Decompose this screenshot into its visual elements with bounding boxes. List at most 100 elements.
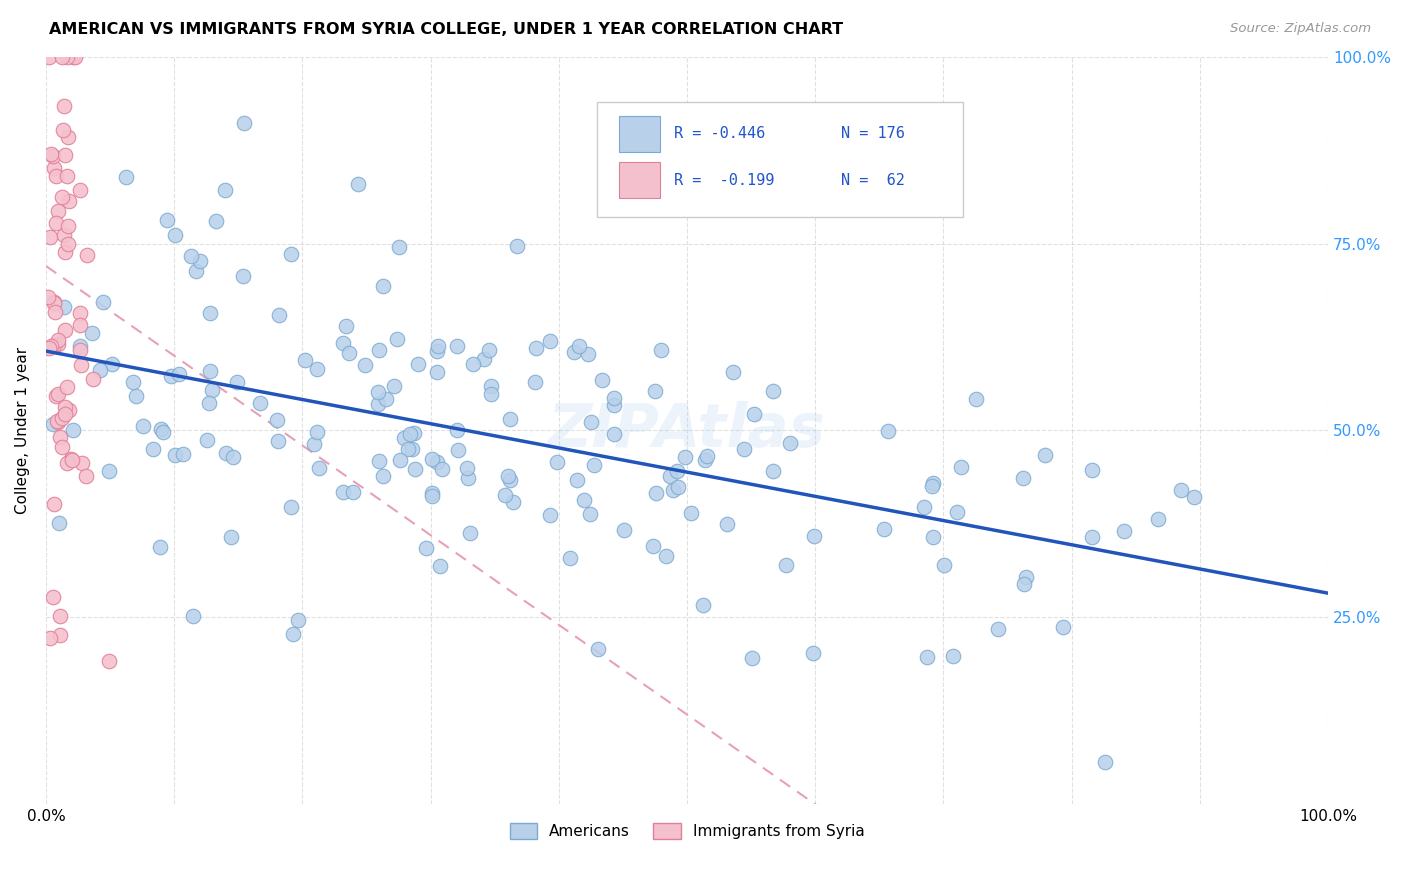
Point bbox=[427, 339, 450, 353]
Point bbox=[658, 468, 681, 483]
Point bbox=[249, 396, 271, 410]
Point bbox=[538, 334, 561, 348]
Point bbox=[48, 516, 70, 531]
Point bbox=[44, 338, 66, 352]
Point bbox=[46, 415, 69, 429]
Point bbox=[53, 407, 76, 421]
Point bbox=[56, 129, 79, 144]
Point bbox=[779, 436, 801, 450]
Point bbox=[221, 450, 243, 465]
Point bbox=[280, 246, 302, 260]
Point bbox=[558, 551, 581, 566]
Point bbox=[46, 414, 69, 428]
Point bbox=[877, 424, 900, 438]
Point bbox=[205, 214, 228, 228]
Point bbox=[915, 650, 938, 665]
Point bbox=[367, 385, 389, 400]
Point bbox=[347, 177, 370, 191]
Point bbox=[266, 413, 288, 427]
Point bbox=[921, 479, 943, 493]
Bar bbox=[619, 162, 661, 198]
Point bbox=[499, 411, 522, 425]
Point bbox=[741, 651, 763, 665]
Point bbox=[562, 344, 585, 359]
Point bbox=[371, 469, 394, 483]
Point bbox=[1015, 570, 1038, 584]
Point bbox=[692, 598, 714, 612]
Point bbox=[401, 442, 423, 456]
Point bbox=[408, 357, 430, 371]
Point bbox=[51, 190, 73, 204]
Point bbox=[666, 464, 689, 478]
Point bbox=[1081, 530, 1104, 544]
Point bbox=[56, 219, 79, 234]
Point bbox=[742, 407, 765, 421]
Point bbox=[160, 368, 183, 383]
Point bbox=[396, 442, 419, 456]
Point bbox=[586, 641, 609, 656]
Point bbox=[69, 339, 91, 353]
Point bbox=[987, 622, 1010, 636]
Point bbox=[693, 453, 716, 467]
Point bbox=[69, 318, 91, 332]
Point bbox=[1147, 512, 1170, 526]
Point bbox=[922, 476, 945, 491]
Point bbox=[662, 483, 685, 497]
Point bbox=[58, 237, 80, 252]
Point bbox=[460, 525, 482, 540]
Point bbox=[565, 474, 588, 488]
Point bbox=[49, 628, 72, 642]
Point bbox=[287, 613, 309, 627]
Legend: Americans, Immigrants from Syria: Americans, Immigrants from Syria bbox=[503, 817, 870, 846]
Point bbox=[198, 306, 221, 320]
Point bbox=[165, 448, 187, 462]
Point bbox=[51, 410, 73, 425]
Point bbox=[124, 389, 146, 403]
Point bbox=[56, 169, 79, 183]
Point bbox=[1094, 755, 1116, 769]
Point bbox=[42, 295, 65, 310]
Point bbox=[56, 456, 79, 470]
Point bbox=[294, 352, 316, 367]
Point bbox=[337, 346, 360, 360]
Text: N = 176: N = 176 bbox=[841, 126, 905, 141]
Point bbox=[332, 484, 354, 499]
Point bbox=[1170, 483, 1192, 497]
Point bbox=[51, 50, 73, 64]
Point bbox=[214, 183, 236, 197]
Point bbox=[44, 305, 66, 319]
Point bbox=[404, 462, 426, 476]
Point bbox=[803, 528, 825, 542]
Point bbox=[420, 489, 443, 503]
Point bbox=[373, 278, 395, 293]
Point bbox=[70, 456, 93, 470]
Point bbox=[45, 169, 67, 183]
Point bbox=[59, 452, 82, 467]
Point bbox=[122, 375, 145, 389]
Point bbox=[581, 415, 603, 429]
Text: AMERICAN VS IMMIGRANTS FROM SYRIA COLLEGE, UNDER 1 YEAR CORRELATION CHART: AMERICAN VS IMMIGRANTS FROM SYRIA COLLEG… bbox=[49, 22, 844, 37]
Point bbox=[801, 646, 824, 660]
Point bbox=[429, 559, 451, 574]
Point bbox=[53, 322, 76, 336]
Point bbox=[267, 308, 290, 322]
Point bbox=[502, 495, 524, 509]
Point bbox=[613, 524, 636, 538]
Point bbox=[69, 183, 91, 197]
Point bbox=[478, 343, 501, 358]
Point bbox=[572, 492, 595, 507]
Point bbox=[1182, 491, 1205, 505]
Point bbox=[655, 549, 678, 564]
Point bbox=[426, 365, 449, 379]
Point bbox=[430, 462, 453, 476]
Point bbox=[39, 632, 62, 646]
Point bbox=[367, 343, 389, 358]
Point bbox=[76, 248, 98, 262]
Point bbox=[46, 337, 69, 351]
Text: R = -0.446: R = -0.446 bbox=[675, 126, 765, 141]
Point bbox=[89, 362, 111, 376]
Point bbox=[197, 396, 219, 410]
Point bbox=[932, 558, 955, 573]
Point bbox=[172, 447, 194, 461]
Point bbox=[215, 445, 238, 459]
